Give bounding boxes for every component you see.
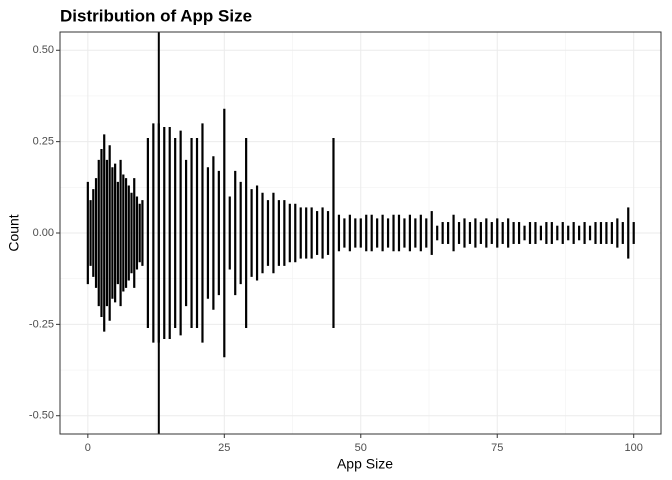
y-axis-title: Count	[6, 214, 22, 251]
x-tick-label: 25	[218, 442, 230, 454]
y-tick-label: 0.25	[33, 136, 54, 148]
x-axis-title: App Size	[337, 456, 393, 472]
y-tick-label: 0.00	[33, 227, 54, 239]
panel-border	[59, 31, 662, 435]
x-tick-label: 0	[85, 442, 91, 454]
x-tick-label: 100	[625, 442, 643, 454]
y-tick-label: 0.50	[33, 44, 54, 56]
y-tick-label: -0.50	[29, 410, 54, 422]
x-tick-label: 75	[491, 442, 503, 454]
y-tick-label: -0.25	[29, 318, 54, 330]
chart-title: Distribution of App Size	[60, 6, 252, 25]
x-tick-label: 50	[355, 442, 367, 454]
